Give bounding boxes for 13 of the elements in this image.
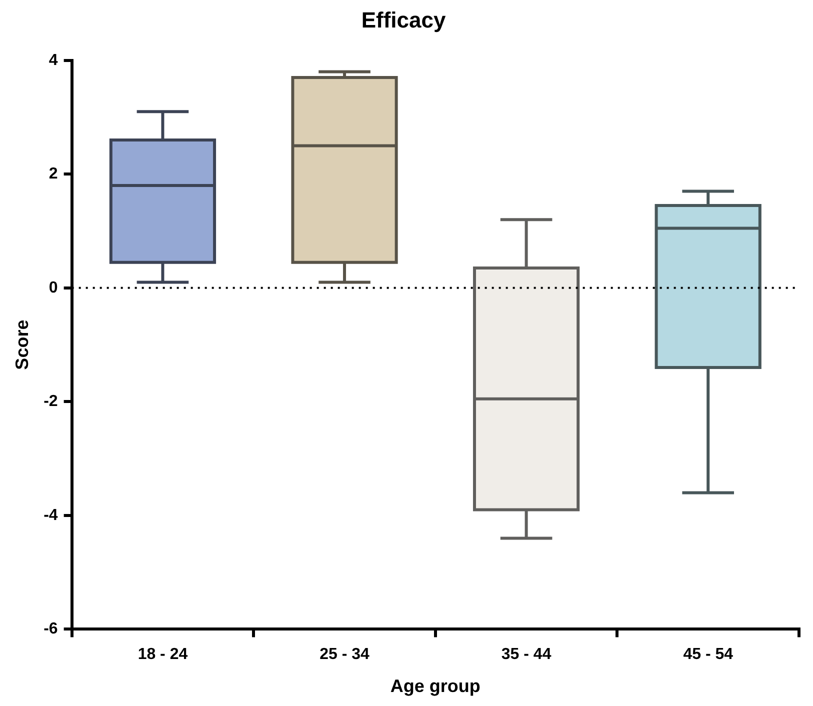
y-axis-title: Score: [12, 320, 32, 370]
y-tick-label: 4: [48, 52, 58, 69]
x-tick-label: 25 - 34: [320, 646, 370, 664]
y-tick-label: -4: [44, 506, 58, 524]
y-tick-label: 0: [48, 279, 58, 296]
y-tick-label: -2: [44, 393, 58, 410]
x-axis-title: Age group: [390, 676, 480, 696]
y-tick-label: 2: [48, 166, 58, 183]
chart-title: Efficacy: [361, 7, 446, 32]
x-tick-label: 45 - 54: [683, 646, 734, 664]
y-tick-label: -6: [44, 620, 58, 638]
x-tick-label: 35 - 44: [501, 646, 552, 664]
x-tick-label: 18 - 24: [138, 646, 188, 664]
